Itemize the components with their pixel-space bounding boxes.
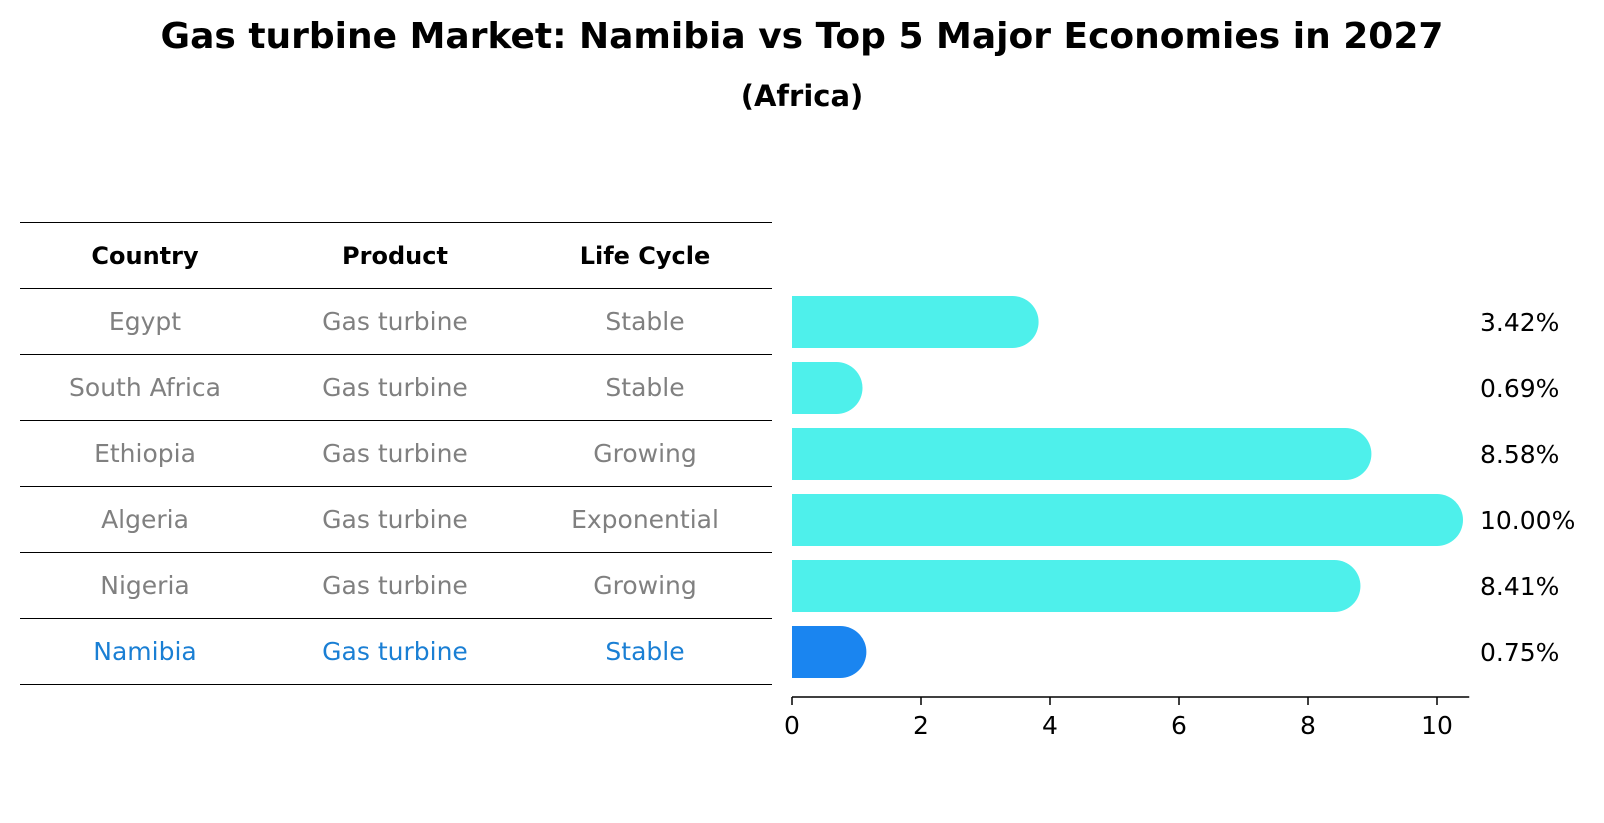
x-tick-label: 4 <box>1042 711 1058 740</box>
x-tick-label: 8 <box>1300 711 1316 740</box>
cell-life-cycle: Growing <box>593 571 697 600</box>
data-table: Country Product Life Cycle Egypt Gas tur… <box>20 222 772 685</box>
cell-country: Nigeria <box>100 571 190 600</box>
x-tick-label: 0 <box>784 711 800 740</box>
bar <box>792 494 1463 546</box>
cell-product: Gas turbine <box>322 439 468 468</box>
chart-title: Gas turbine Market: Namibia vs Top 5 Maj… <box>160 16 1444 57</box>
cell-product: Gas turbine <box>322 571 468 600</box>
cell-life-cycle: Stable <box>605 637 685 666</box>
bar-value-label: 0.69% <box>1480 374 1559 403</box>
cell-product: Gas turbine <box>322 373 468 402</box>
table-row: Algeria Gas turbine Exponential <box>20 486 772 552</box>
bar <box>792 296 1039 348</box>
table-row: Egypt Gas turbine Stable <box>20 288 772 354</box>
cell-life-cycle: Stable <box>605 373 685 402</box>
bar-value-label: 8.41% <box>1480 572 1559 601</box>
cell-product: Gas turbine <box>322 505 468 534</box>
bar <box>792 428 1372 480</box>
bar <box>792 362 863 414</box>
cell-life-cycle: Growing <box>593 439 697 468</box>
table-row: Ethiopia Gas turbine Growing <box>20 420 772 486</box>
header-product: Product <box>342 241 448 270</box>
table-row-highlight: Namibia Gas turbine Stable <box>20 618 772 685</box>
table-row: Nigeria Gas turbine Growing <box>20 552 772 618</box>
cell-life-cycle: Exponential <box>571 505 719 534</box>
x-tick-label: 2 <box>913 711 929 740</box>
x-tick-label: 10 <box>1421 711 1453 740</box>
bar-value-label: 8.58% <box>1480 440 1559 469</box>
bar-value-label: 0.75% <box>1480 638 1559 667</box>
bar-value-label: 3.42% <box>1480 308 1559 337</box>
cell-product: Gas turbine <box>322 307 468 336</box>
cell-life-cycle: Stable <box>605 307 685 336</box>
cell-country: Algeria <box>101 505 189 534</box>
bar <box>792 560 1361 612</box>
cell-country: Namibia <box>93 637 197 666</box>
header-country: Country <box>91 241 199 270</box>
cell-country: Ethiopia <box>94 439 196 468</box>
bar-value-label: 10.00% <box>1480 506 1575 535</box>
cell-product: Gas turbine <box>322 637 468 666</box>
chart-subtitle: (Africa) <box>740 79 864 113</box>
cell-country: Egypt <box>108 307 182 336</box>
cell-country: South Africa <box>69 373 221 402</box>
table-header-row: Country Product Life Cycle <box>20 222 772 288</box>
x-tick-label: 6 <box>1171 711 1187 740</box>
bar-highlight <box>792 626 867 678</box>
table-row: South Africa Gas turbine Stable <box>20 354 772 420</box>
header-life-cycle: Life Cycle <box>579 241 711 270</box>
